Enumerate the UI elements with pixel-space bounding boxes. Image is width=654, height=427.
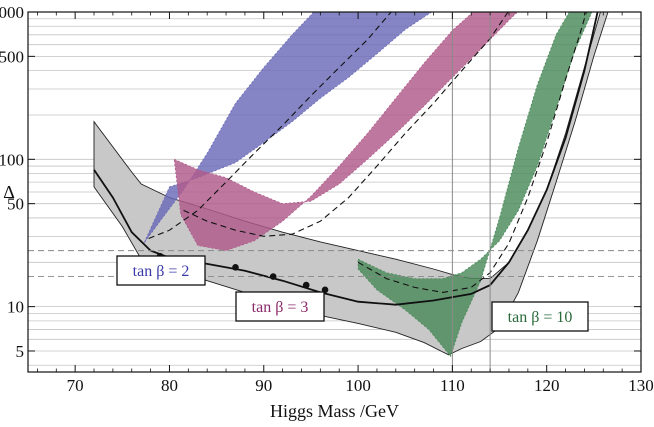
x-tick-label: 90 — [255, 376, 272, 395]
y-axis-label: Δ — [3, 182, 15, 202]
x-tick-label: 120 — [534, 376, 560, 395]
annotation-tanb-10: tan β = 10 — [491, 301, 589, 332]
y-tick-label: 500 — [0, 47, 24, 66]
x-tick-label: 130 — [628, 376, 654, 395]
y-tick-label: 1000 — [0, 3, 24, 22]
annotation-label: tan β = 2 — [133, 263, 190, 280]
data-point — [232, 263, 239, 271]
envelope-center-line — [93, 11, 599, 306]
center-line-tanb-1 — [183, 11, 509, 237]
reference-lines — [28, 12, 641, 372]
x-tick-label: 80 — [161, 376, 178, 395]
x-tick-label: 110 — [440, 376, 465, 395]
y-tick-label: 5 — [16, 342, 25, 361]
annotation-tanb-2: tan β = 2 — [116, 255, 206, 286]
y-tick-label: 10 — [7, 298, 24, 317]
series-lines — [93, 11, 599, 306]
data-point — [269, 273, 277, 280]
data-point — [302, 281, 310, 289]
x-axis-label: Higgs Mass /GeV — [270, 401, 399, 421]
plot-frame — [27, 11, 642, 373]
y-tick-label: 100 — [0, 150, 24, 169]
x-tick-label: 100 — [345, 376, 371, 395]
center-line-tanb-2 — [357, 11, 587, 293]
x-tick-label: 70 — [67, 376, 84, 395]
axis-ticks: 70 80 90 100 110 120 130 5 10 50 100 500 1000 — [0, 3, 654, 395]
band-tanb-1 — [173, 11, 519, 252]
annotation-label: tan β = 10 — [508, 309, 573, 326]
annotation-label: tan β = 3 — [252, 299, 309, 316]
y-tick-label: 50 — [7, 195, 24, 214]
annotation-tanb-3: tan β = 3 — [235, 291, 325, 322]
